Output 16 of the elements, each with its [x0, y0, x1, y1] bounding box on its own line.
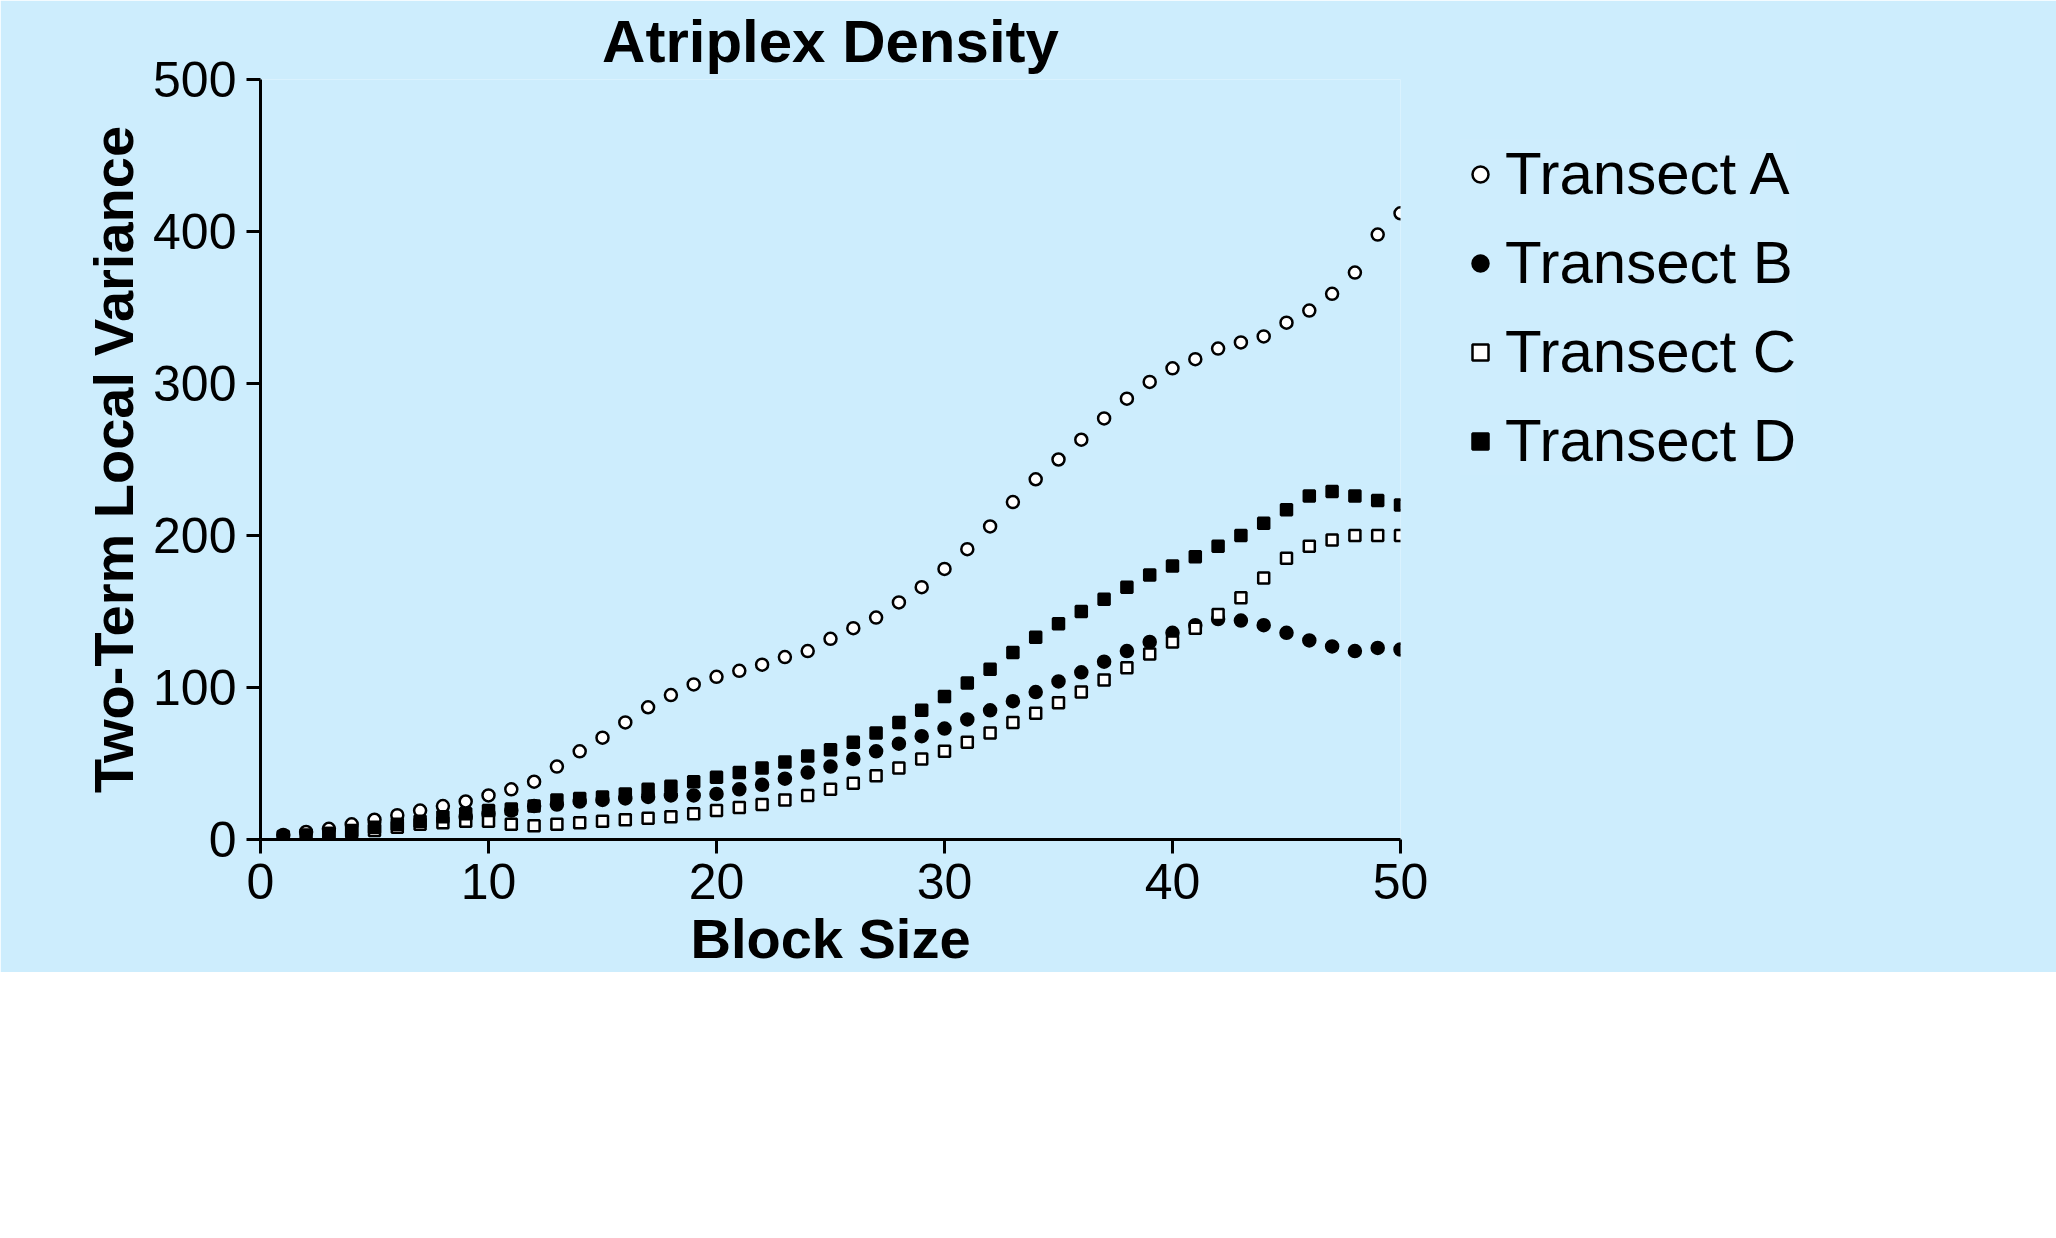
y-tick-label: 100: [153, 660, 237, 716]
legend-label: Transect B: [1505, 228, 1793, 297]
x-tick-label: 50: [1372, 853, 1429, 910]
legend-label: Transect D: [1505, 406, 1797, 475]
y-tick-label: 0: [208, 812, 237, 868]
x-tick-label: 10: [460, 853, 517, 910]
y-axis-title: Two-Term Local Variance: [82, 125, 146, 794]
y-tick-label: 200: [153, 508, 237, 564]
chart-title: Atriplex Density: [602, 7, 1060, 75]
y-tick-label: 300: [153, 356, 237, 412]
legend-label: Transect A: [1505, 139, 1790, 208]
x-tick-label: 0: [246, 853, 275, 910]
legend-label: Transect C: [1505, 317, 1797, 386]
y-tick-label: 500: [153, 52, 237, 108]
x-tick-label: 40: [1144, 853, 1201, 910]
y-tick-label: 400: [153, 204, 237, 260]
